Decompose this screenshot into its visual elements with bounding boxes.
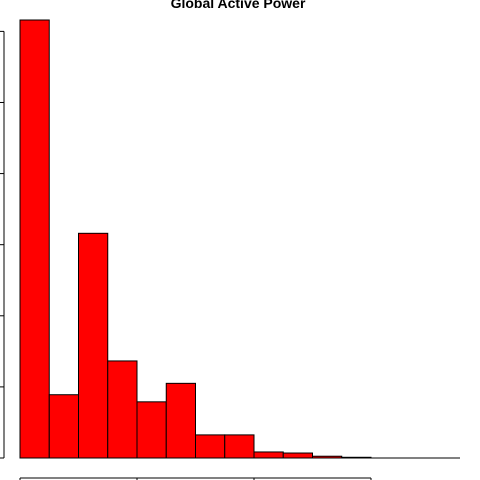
histogram-bar bbox=[253, 451, 284, 459]
histogram-bar bbox=[136, 401, 167, 459]
histogram-bar bbox=[195, 434, 226, 459]
histogram-bar bbox=[165, 382, 196, 459]
histogram-bar bbox=[107, 360, 138, 459]
histogram-bar bbox=[78, 232, 109, 459]
histogram-bar bbox=[48, 394, 79, 459]
histogram-bar bbox=[19, 19, 50, 459]
y-axis bbox=[0, 30, 5, 459]
histogram-bar bbox=[282, 452, 313, 459]
chart-title: Global Active Power bbox=[171, 0, 306, 11]
x-axis bbox=[19, 477, 372, 480]
histogram-bar bbox=[224, 434, 255, 459]
histogram-bars bbox=[19, 19, 460, 459]
